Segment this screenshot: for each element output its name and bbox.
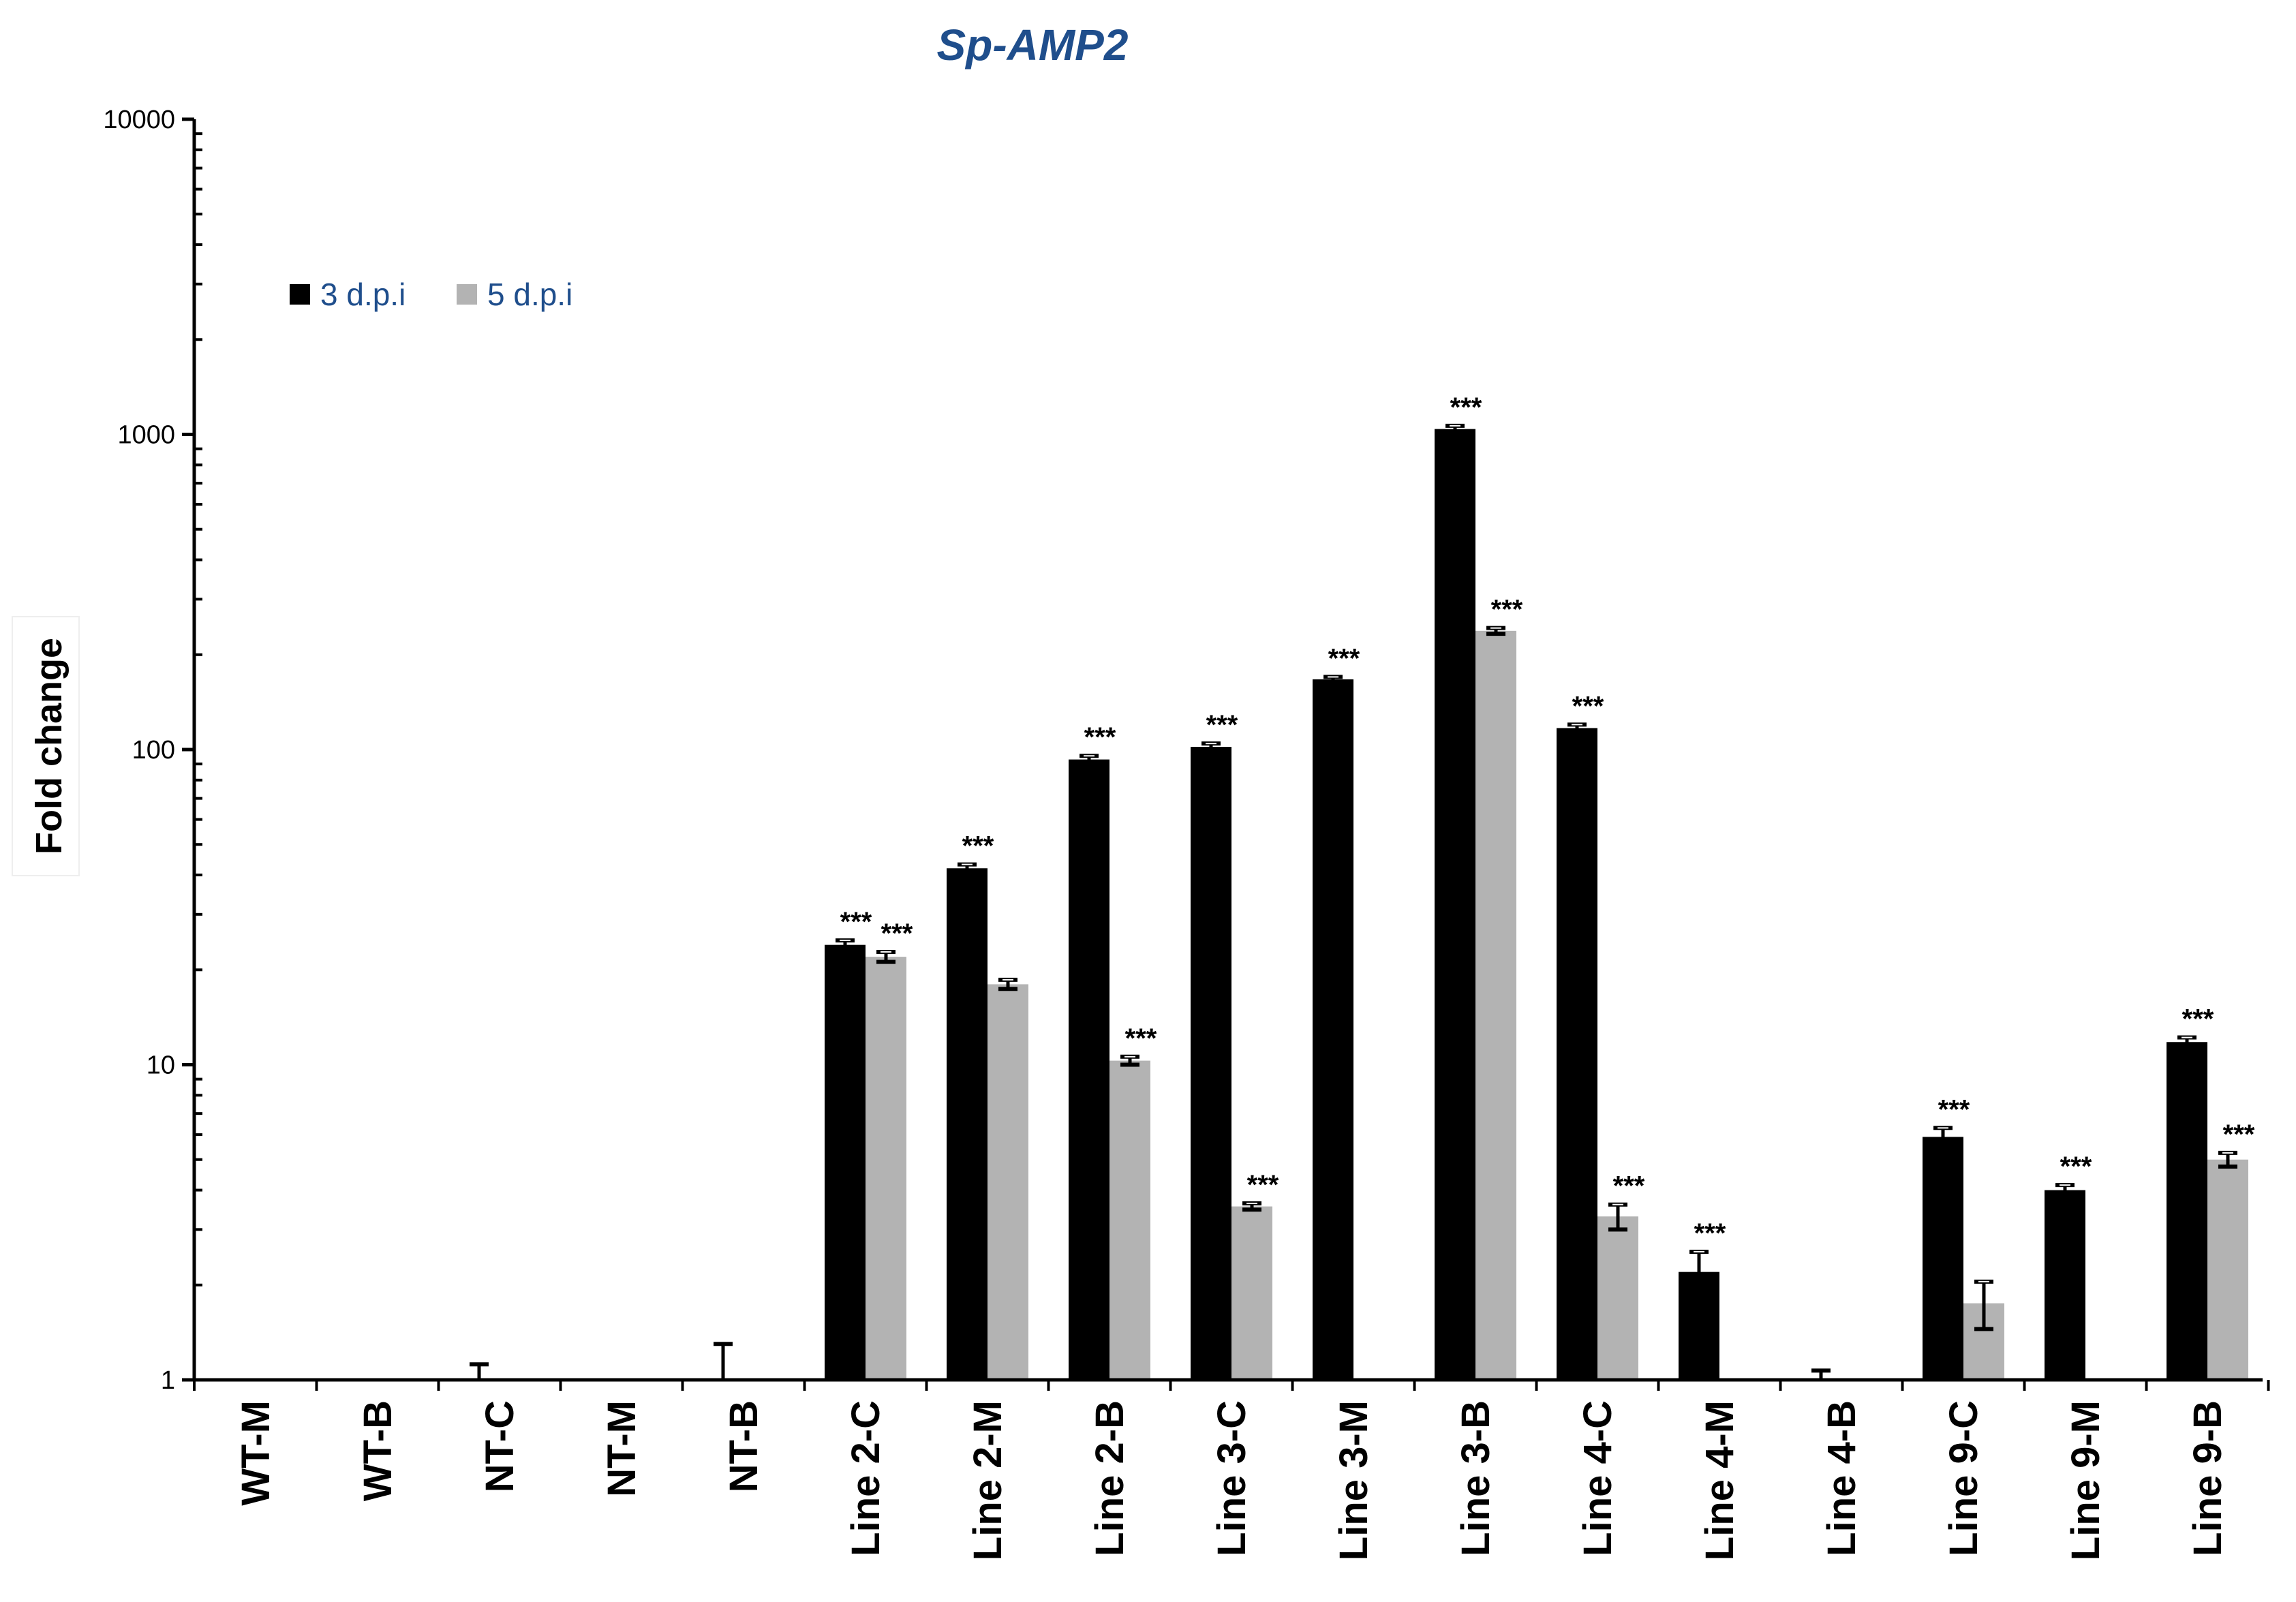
significance-line-2-b-5dpi: ***	[1125, 1023, 1157, 1053]
category-label-line-4-b: Line 4-B	[1820, 1400, 1864, 1556]
bar-line-9-b-5dpi	[2207, 1159, 2248, 1380]
error-bar-line-2-c-3dpi	[836, 938, 855, 952]
bar-line-9-c-3dpi	[1923, 1137, 1963, 1380]
significance-line-3-m-3dpi: ***	[1328, 643, 1360, 673]
error-bar-line-9-b-3dpi	[2177, 1035, 2196, 1049]
y-tick-label: 10000	[103, 106, 175, 134]
error-bar-line-3-b-3dpi	[1445, 423, 1465, 435]
error-bar-line-2-m-5dpi	[998, 977, 1017, 991]
category-label-nt-b: NT-B	[722, 1400, 766, 1492]
error-bar-nt-b-3dpi	[714, 1342, 733, 1380]
category-label-line-9-b: Line 9-B	[2186, 1400, 2230, 1556]
error-bar-line-2-c-5dpi	[876, 949, 896, 964]
y-axis-title-box: Fold change	[12, 616, 80, 876]
error-bar-line-9-c-5dpi	[1974, 1279, 1993, 1331]
bar-line-3-b-5dpi	[1475, 630, 1516, 1380]
category-label-wt-m: WT-M	[234, 1400, 278, 1506]
category-label-line-2-c: Line 2-C	[844, 1400, 888, 1556]
error-bar-line-3-b-5dpi	[1486, 626, 1505, 636]
category-label-nt-m: NT-M	[600, 1400, 644, 1497]
error-bar-line-3-c-3dpi	[1201, 741, 1221, 753]
y-tick-label: 1	[161, 1366, 175, 1395]
y-tick-label: 100	[132, 736, 175, 765]
error-bar-line-2-b-3dpi	[1080, 754, 1099, 766]
error-bar-line-2-m-3dpi	[958, 862, 977, 875]
bar-line-3-c-3dpi	[1191, 747, 1231, 1380]
legend-label-3dpi: 3 d.p.i	[320, 277, 405, 312]
y-axis-title: Fold change	[29, 638, 70, 854]
bar-line-2-c-5dpi	[866, 957, 906, 1380]
category-label-line-3-c: Line 3-C	[1210, 1400, 1254, 1556]
category-label-line-4-c: Line 4-C	[1576, 1400, 1620, 1556]
error-bar-line-2-b-5dpi	[1120, 1054, 1139, 1067]
bar-line-9-m-3dpi	[2045, 1190, 2085, 1380]
bar-line-2-c-3dpi	[825, 944, 866, 1380]
bar-line-3-m-3dpi	[1313, 679, 1353, 1380]
y-tick-label: 10	[147, 1051, 175, 1080]
category-label-wt-b: WT-B	[356, 1400, 400, 1501]
bar-line-9-b-3dpi	[2167, 1042, 2207, 1380]
error-bar-line-3-c-5dpi	[1242, 1201, 1261, 1212]
legend-swatch-5dpi	[457, 284, 477, 305]
error-bar-line-4-c-3dpi	[1567, 722, 1587, 734]
category-label-line-3-b: Line 3-B	[1454, 1400, 1498, 1556]
legend-swatch-3dpi	[290, 284, 310, 305]
category-label-line-4-m: Line 4-M	[1698, 1400, 1742, 1560]
bar-line-2-b-5dpi	[1109, 1060, 1150, 1380]
significance-line-9-b-3dpi: ***	[2182, 1004, 2214, 1034]
category-label-line-2-m: Line 2-M	[966, 1400, 1010, 1560]
significance-line-2-m-3dpi: ***	[962, 831, 994, 861]
y-tick-label: 1000	[117, 421, 175, 450]
legend-label-5dpi: 5 d.p.i	[487, 277, 572, 312]
significance-line-3-b-5dpi: ***	[1491, 595, 1523, 625]
significance-line-9-m-3dpi: ***	[2060, 1152, 2092, 1182]
bar-line-2-m-3dpi	[947, 868, 988, 1380]
error-bar-line-9-m-3dpi	[2055, 1183, 2075, 1198]
significance-line-2-b-3dpi: ***	[1084, 722, 1116, 752]
bar-line-2-b-3dpi	[1069, 759, 1109, 1380]
error-bar-line-9-c-3dpi	[1933, 1126, 1953, 1149]
error-bar-line-9-b-5dpi	[2218, 1150, 2237, 1169]
error-bar-line-4-m-3dpi	[1689, 1249, 1709, 1298]
category-label-line-3-m: Line 3-M	[1332, 1400, 1376, 1560]
significance-line-9-c-3dpi: ***	[1938, 1094, 1970, 1124]
significance-line-4-c-5dpi: ***	[1613, 1171, 1645, 1201]
bar-line-4-c-5dpi	[1597, 1216, 1638, 1380]
significance-line-3-c-5dpi: ***	[1247, 1170, 1279, 1200]
category-label-line-2-b: Line 2-B	[1088, 1400, 1132, 1556]
category-label-nt-c: NT-C	[478, 1400, 522, 1492]
significance-line-3-b-3dpi: ***	[1450, 392, 1482, 422]
significance-line-3-c-3dpi: ***	[1206, 710, 1238, 740]
bar-line-4-c-3dpi	[1557, 728, 1597, 1380]
bar-line-2-m-5dpi	[988, 984, 1028, 1380]
error-bar-nt-c-3dpi	[470, 1362, 489, 1380]
chart-legend: 3 d.p.i 5 d.p.i	[290, 277, 572, 312]
significance-line-2-c-3dpi: ***	[840, 907, 872, 937]
category-label-line-9-m: Line 9-M	[2064, 1400, 2108, 1560]
significance-line-2-c-5dpi: ***	[881, 919, 913, 949]
significance-line-9-b-5dpi: ***	[2223, 1120, 2255, 1150]
significance-line-4-m-3dpi: ***	[1694, 1218, 1726, 1248]
chart-title: Sp-AMP2	[937, 20, 1129, 70]
bar-line-3-b-3dpi	[1435, 429, 1475, 1380]
error-bar-line-3-m-3dpi	[1323, 675, 1343, 684]
error-bar-line-4-c-5dpi	[1608, 1202, 1627, 1232]
category-label-line-9-c: Line 9-C	[1942, 1400, 1986, 1556]
bar-line-3-c-5dpi	[1231, 1206, 1272, 1380]
significance-line-4-c-3dpi: ***	[1572, 691, 1604, 721]
